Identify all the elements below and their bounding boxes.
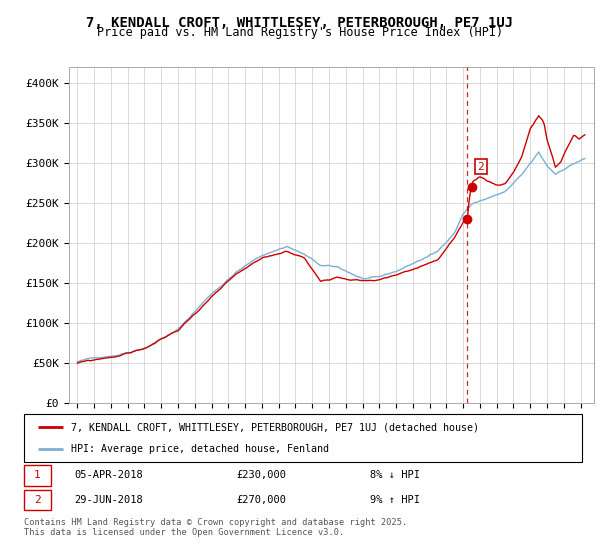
Bar bbox=[24, 465, 51, 486]
Text: 7, KENDALL CROFT, WHITTLESEY, PETERBOROUGH, PE7 1UJ: 7, KENDALL CROFT, WHITTLESEY, PETERBOROU… bbox=[86, 16, 514, 30]
Text: 1: 1 bbox=[34, 470, 41, 480]
Text: HPI: Average price, detached house, Fenland: HPI: Average price, detached house, Fenl… bbox=[71, 444, 329, 454]
Text: 7, KENDALL CROFT, WHITTLESEY, PETERBOROUGH, PE7 1UJ (detached house): 7, KENDALL CROFT, WHITTLESEY, PETERBOROU… bbox=[71, 422, 479, 432]
Text: 2: 2 bbox=[34, 495, 41, 505]
Text: £230,000: £230,000 bbox=[236, 470, 286, 480]
Text: 29-JUN-2018: 29-JUN-2018 bbox=[74, 495, 143, 505]
Text: £270,000: £270,000 bbox=[236, 495, 286, 505]
Text: Price paid vs. HM Land Registry's House Price Index (HPI): Price paid vs. HM Land Registry's House … bbox=[97, 26, 503, 39]
Text: Contains HM Land Registry data © Crown copyright and database right 2025.
This d: Contains HM Land Registry data © Crown c… bbox=[24, 518, 407, 538]
Text: 8% ↓ HPI: 8% ↓ HPI bbox=[370, 470, 420, 480]
Bar bbox=[24, 490, 51, 510]
Text: 9% ↑ HPI: 9% ↑ HPI bbox=[370, 495, 420, 505]
Text: 05-APR-2018: 05-APR-2018 bbox=[74, 470, 143, 480]
Text: 2: 2 bbox=[478, 162, 484, 171]
